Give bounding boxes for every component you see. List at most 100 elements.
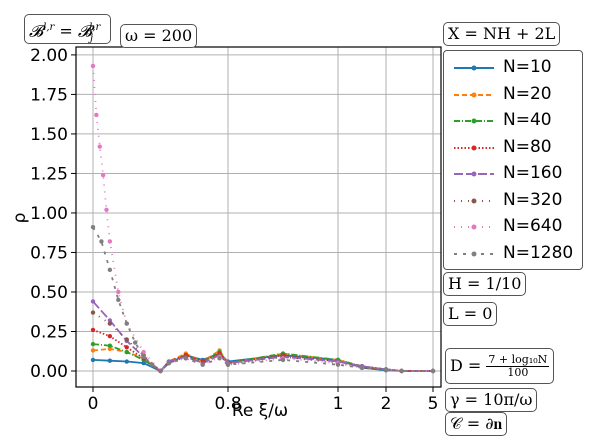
legend-swatch [454, 118, 494, 124]
data-point [90, 63, 96, 69]
data-point [141, 354, 146, 359]
axis-ticks: 0 0.8 1 2 5 0.00 0.25 0.50 0.75 1.00 1.25 1.50 1.75 2… [30, 46, 438, 414]
data-point [124, 349, 129, 355]
data-point [141, 360, 146, 366]
series-line [92, 226, 433, 373]
legend-label: N=320 [503, 189, 563, 210]
c-definition-label: 𝒞 = ∂𝐧 [445, 412, 508, 436]
data-point [104, 207, 109, 212]
data-point [383, 367, 389, 372]
x-tick-label: 0 [88, 394, 99, 414]
series-line [92, 65, 433, 373]
legend-entry: N=80 [444, 135, 582, 161]
legend-entry: N=160 [444, 161, 582, 187]
data-point [132, 340, 138, 345]
legend-marker [471, 251, 477, 256]
legend-entry: N=640 [444, 214, 582, 240]
data-point [107, 321, 113, 326]
legend-swatch [454, 224, 494, 230]
y-axis-label: ρ [10, 213, 30, 224]
d-formula-label: D = 7 + log₁₀N 100 [445, 348, 555, 384]
data-point [359, 365, 365, 371]
data-point [90, 310, 96, 315]
legend-entry: N=10 [444, 55, 582, 81]
legend-marker [471, 224, 477, 230]
data-point [90, 327, 96, 333]
legend-swatch [454, 198, 494, 203]
data-point [107, 358, 113, 363]
gamma-label: γ = 10π/ω [445, 388, 538, 412]
legend-swatch [454, 145, 494, 150]
data-point [100, 172, 106, 178]
legend-marker [471, 92, 477, 97]
data-point [107, 334, 113, 339]
y-tick-label: 1.00 [30, 204, 68, 224]
d-numerator: 7 + log₁₀N [486, 353, 550, 367]
boundary-condition-label: 𝓑l,r = 𝓑jl,r [24, 14, 112, 44]
data-point [124, 359, 129, 364]
data-point [99, 239, 104, 244]
data-point [124, 345, 129, 350]
data-point [107, 267, 113, 273]
data-point [90, 341, 96, 347]
data-point [217, 356, 222, 361]
legend-entry: N=1280 [444, 241, 582, 267]
data-point [107, 239, 113, 244]
grid-lines [76, 47, 441, 387]
legend-marker [471, 65, 477, 71]
data-point [97, 144, 102, 149]
d-lhs: D = [450, 356, 482, 375]
series-n-640 [90, 63, 436, 374]
legend-label: N=10 [503, 57, 552, 77]
data-point [399, 368, 404, 374]
legend-swatch [454, 92, 494, 97]
data-point [335, 362, 341, 367]
y-tick-label: 1.50 [30, 125, 68, 145]
series-layer [90, 63, 436, 374]
series-line [92, 311, 433, 373]
series-n-1280 [90, 224, 436, 374]
y-tick-label: 1.75 [30, 85, 68, 105]
data-point [90, 224, 96, 230]
series-line [92, 300, 433, 373]
legend-entry: N=20 [444, 82, 582, 108]
data-point [116, 289, 121, 295]
x-tick-label: 5 [428, 394, 439, 414]
legend-label: N=80 [503, 136, 552, 157]
y-tick-label: 0.50 [30, 283, 68, 303]
data-point [90, 299, 96, 304]
data-point [166, 360, 172, 366]
omega-label: ω = 200 [120, 24, 198, 48]
legend-label: N=640 [503, 216, 563, 236]
data-point [158, 368, 163, 374]
legend-swatch [454, 65, 494, 71]
x-tick-label: 1 [333, 394, 344, 414]
legend-marker [471, 171, 477, 177]
data-point [90, 357, 96, 363]
series-line [92, 329, 433, 373]
data-point [225, 362, 231, 367]
data-point [430, 368, 436, 374]
legend-marker [471, 145, 477, 150]
data-point [107, 346, 113, 352]
l-value-label: L = 0 [443, 302, 498, 326]
legend-entry: N=40 [444, 108, 582, 134]
data-point [107, 343, 113, 348]
data-point [200, 362, 205, 367]
d-denominator: 100 [507, 366, 529, 379]
legend-marker [471, 118, 477, 124]
data-point [90, 348, 96, 353]
data-point [280, 357, 286, 363]
y-tick-label: 2.00 [30, 46, 68, 66]
data-point [183, 356, 189, 361]
data-point [141, 349, 146, 355]
y-tick-label: 1.25 [30, 164, 68, 184]
legend-swatch [454, 251, 494, 256]
legend-label: N=160 [503, 163, 563, 183]
y-tick-label: 0.00 [30, 362, 68, 382]
legend-label: N=40 [503, 110, 552, 130]
data-point [116, 297, 121, 303]
legend-swatch [454, 171, 494, 177]
x-tick-label: 0.8 [214, 394, 241, 414]
